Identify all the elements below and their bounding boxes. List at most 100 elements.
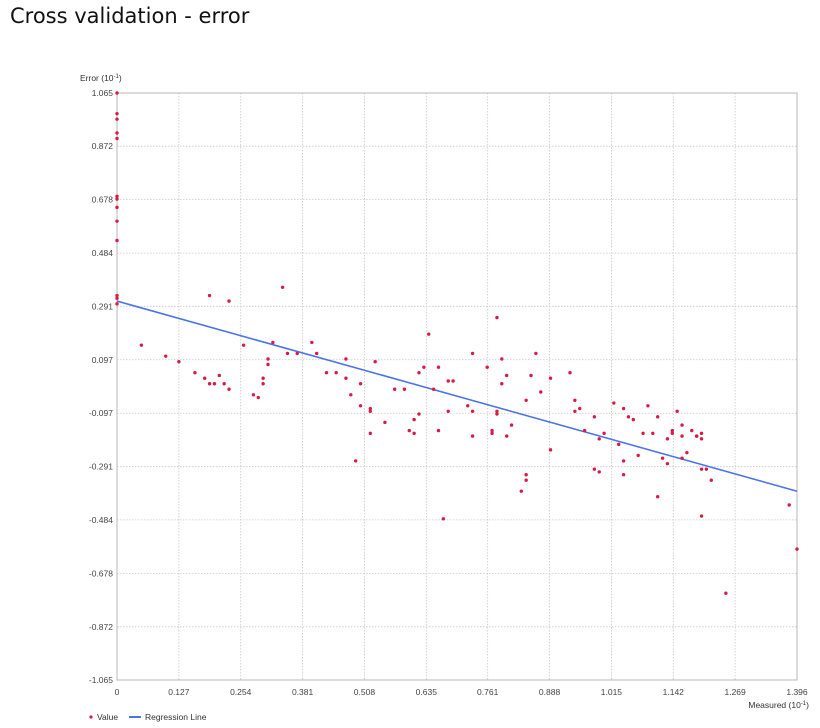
data-point — [660, 456, 665, 460]
data-point — [690, 428, 694, 433]
data-point — [266, 362, 270, 367]
data-point — [470, 434, 475, 438]
data-point — [670, 428, 675, 433]
data-point — [524, 398, 528, 402]
data-point — [665, 437, 670, 441]
y-tick-label: -0.291 — [89, 462, 113, 472]
data-point — [402, 387, 407, 391]
data-point — [334, 371, 338, 375]
y-tick-label: 0.097 — [92, 355, 114, 365]
data-point — [295, 351, 299, 356]
plot-frame — [116, 92, 798, 681]
data-point — [655, 415, 660, 419]
data-point — [787, 503, 791, 507]
data-point — [685, 450, 689, 455]
data-point — [407, 428, 411, 433]
data-point — [164, 354, 168, 358]
data-point — [368, 431, 372, 436]
data-point — [446, 379, 450, 383]
data-point — [675, 409, 679, 414]
x-tick-label: 0.761 — [477, 687, 499, 697]
x-tick-label: 1.396 — [786, 687, 808, 697]
data-point — [324, 371, 329, 375]
data-point — [261, 376, 265, 380]
data-point — [631, 417, 636, 422]
data-point — [436, 365, 441, 369]
data-point — [227, 299, 231, 303]
data-point — [617, 442, 621, 447]
data-point — [573, 409, 577, 414]
data-point — [597, 437, 601, 441]
data-point — [795, 547, 799, 551]
data-point — [621, 459, 626, 463]
data-point — [310, 340, 314, 345]
data-point — [373, 359, 377, 364]
data-point — [602, 431, 606, 436]
data-point — [524, 472, 528, 477]
data-point — [358, 404, 363, 408]
y-tick-label: -0.872 — [89, 622, 113, 632]
data-point — [636, 453, 640, 458]
regression-line — [116, 300, 798, 492]
data-point — [115, 293, 119, 298]
data-point — [495, 412, 499, 416]
y-tick-label: 1.065 — [92, 88, 114, 98]
data-point — [383, 420, 387, 425]
data-points — [115, 91, 799, 595]
data-point — [422, 365, 426, 369]
x-tick-label: 1.015 — [601, 687, 623, 697]
data-point — [641, 431, 645, 436]
data-point — [612, 401, 616, 405]
data-point — [368, 406, 372, 411]
data-point — [578, 406, 582, 411]
data-point — [519, 489, 523, 493]
data-point — [490, 428, 494, 433]
data-point — [699, 437, 704, 441]
data-point — [699, 431, 704, 436]
y-tick-label: -0.097 — [89, 408, 113, 418]
data-point — [670, 431, 675, 436]
legend: Value Regression Line — [89, 712, 207, 722]
data-point — [441, 517, 446, 521]
data-point — [368, 409, 372, 414]
data-point — [271, 340, 275, 345]
data-point — [592, 467, 597, 471]
legend-value-marker — [89, 715, 93, 719]
data-point — [115, 205, 119, 210]
data-point — [417, 371, 421, 375]
data-point — [539, 390, 543, 394]
x-tick-label: 0.888 — [539, 687, 561, 697]
data-point — [115, 197, 119, 201]
data-point — [466, 404, 470, 408]
data-point — [621, 472, 626, 477]
y-tick-label: 0.291 — [92, 301, 114, 311]
data-point — [115, 131, 119, 135]
data-point — [115, 302, 119, 306]
data-point — [504, 434, 509, 438]
x-tick-label: 0.127 — [168, 687, 190, 697]
data-point — [694, 434, 699, 438]
data-point — [261, 382, 265, 386]
data-point — [115, 219, 119, 223]
data-point — [655, 495, 660, 499]
data-point — [568, 371, 572, 375]
x-axis-label: Measured (10-1) — [748, 700, 809, 710]
data-point — [115, 238, 119, 243]
data-point — [315, 351, 319, 356]
data-point — [573, 398, 577, 402]
data-point — [353, 459, 358, 463]
data-point — [280, 285, 285, 289]
data-point — [597, 470, 601, 474]
data-point — [115, 91, 119, 95]
legend-regression-label: Regression Line — [145, 712, 207, 722]
data-point — [646, 404, 650, 408]
data-point — [436, 428, 441, 433]
data-point — [651, 431, 655, 436]
data-point — [680, 434, 684, 438]
data-point — [699, 514, 704, 518]
data-point — [139, 343, 144, 347]
data-point — [709, 478, 713, 482]
y-tick-label: -0.484 — [89, 515, 113, 525]
data-point — [495, 315, 499, 320]
